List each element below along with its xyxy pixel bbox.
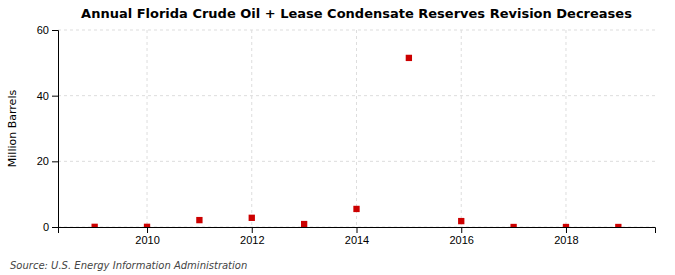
- x-tick-label: 2016: [449, 234, 473, 246]
- y-tick: 40: [37, 90, 58, 102]
- x-tick-mark: [147, 227, 148, 233]
- y-tick-label: 60: [37, 24, 49, 36]
- x-tick-mark: [252, 227, 253, 233]
- point: [510, 224, 516, 227]
- x-tick: 2014: [345, 227, 369, 246]
- x-tick: 2016: [449, 227, 473, 246]
- points: [91, 55, 621, 227]
- grid: [58, 30, 655, 227]
- x-axis: 2010 2012 2014 2016 2018: [59, 227, 656, 246]
- x-tick-mark: [566, 227, 567, 233]
- x-tick-label: 2012: [240, 234, 264, 246]
- point: [91, 224, 97, 227]
- y-tick: 60: [37, 24, 58, 36]
- y-axis-title: Million Barrels: [6, 90, 19, 168]
- x-tick-label: 2010: [135, 234, 159, 246]
- plot-area: 2010 2012 2014 2016 2018 0 20 40 60: [37, 24, 656, 246]
- y-tick-mark: [52, 227, 58, 228]
- point: [249, 215, 255, 221]
- point: [353, 206, 359, 212]
- y-tick-mark: [52, 96, 58, 97]
- x-tick-label: 2018: [554, 234, 578, 246]
- y-tick: 20: [37, 155, 58, 167]
- x-axis-line: [59, 228, 656, 234]
- y-axis-line: [52, 31, 59, 228]
- x-tick: 2010: [135, 227, 159, 246]
- grid-line-y: [58, 161, 655, 162]
- grid-line-x: [147, 30, 148, 227]
- x-tick: 2018: [554, 227, 578, 246]
- y-tick-mark: [52, 161, 58, 162]
- y-axis: 0 20 40 60: [37, 24, 59, 233]
- y-tick-label: 20: [37, 155, 49, 167]
- grid-line-x: [461, 30, 462, 227]
- y-tick: 0: [43, 221, 58, 233]
- chart: 2010 2012 2014 2016 2018 0 20 40 60 Annual Florid…: [0, 0, 675, 275]
- x-tick-mark: [461, 227, 462, 233]
- y-tick-label: 40: [37, 90, 49, 102]
- x-tick: 2012: [240, 227, 264, 246]
- point: [406, 55, 412, 61]
- grid-line-x: [565, 30, 566, 227]
- y-tick-label: 0: [43, 221, 49, 233]
- point: [458, 218, 464, 224]
- point: [563, 224, 569, 227]
- x-tick-mark: [357, 227, 358, 233]
- grid-line-x: [251, 30, 252, 227]
- point: [615, 224, 621, 227]
- title: Annual Florida Crude Oil + Lease Condens…: [81, 6, 632, 21]
- point: [144, 224, 150, 227]
- point: [301, 221, 307, 227]
- point: [196, 217, 202, 223]
- grid-line-x: [356, 30, 357, 227]
- y-tick-mark: [52, 30, 58, 31]
- source: Source: U.S. Energy Information Administ…: [10, 260, 247, 271]
- x-tick-label: 2014: [345, 234, 369, 246]
